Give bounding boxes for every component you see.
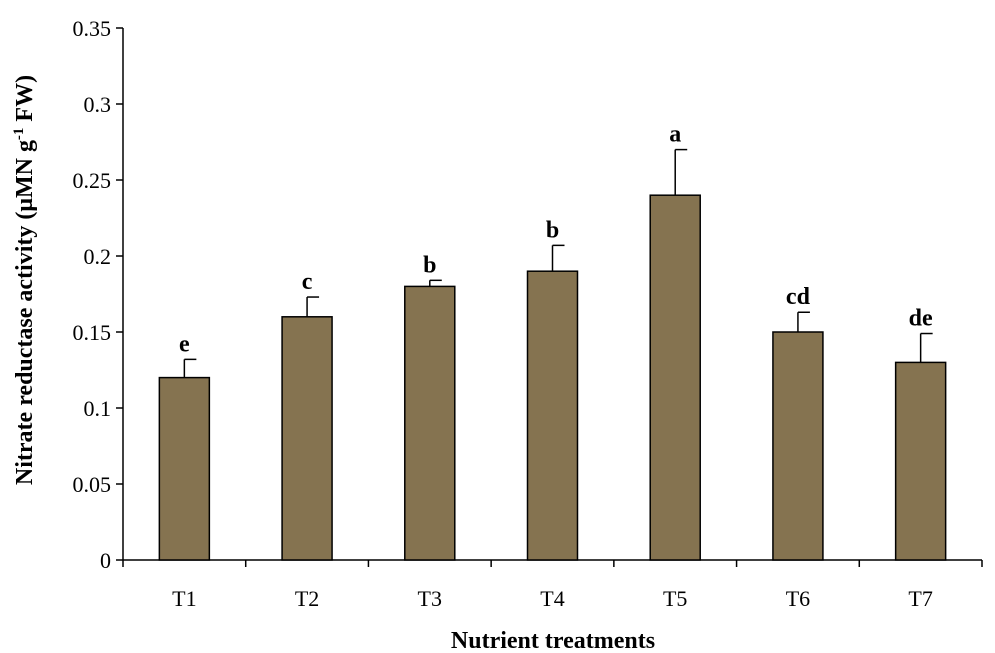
y-axis-title-tail: FW) xyxy=(12,75,38,128)
x-tick-label: T7 xyxy=(908,586,932,611)
bar-T2 xyxy=(281,316,333,561)
significance-label: b xyxy=(423,252,436,278)
x-tick-label: T5 xyxy=(663,586,687,611)
x-axis-title: Nutrient treatments xyxy=(451,628,655,653)
y-tick-label: 0.35 xyxy=(73,16,112,41)
x-tick-label: T2 xyxy=(295,586,319,611)
bar-T5 xyxy=(649,194,701,561)
x-tick-label: T4 xyxy=(540,586,564,611)
y-tick-label: 0.3 xyxy=(84,92,112,117)
bar-T3 xyxy=(404,285,456,561)
significance-label: b xyxy=(546,217,559,243)
significance-label: cd xyxy=(786,284,811,310)
y-axis-title: Nitrate reductase activity (μMN g-1 FW) xyxy=(11,75,38,485)
bar-T4 xyxy=(526,270,579,561)
y-axis-title-sup: -1 xyxy=(11,128,27,141)
y-axis-ticks: 0 0.05 0.1 0.15 0.2 0.25 0.3 0.35 xyxy=(73,16,123,573)
x-tick-label: T3 xyxy=(418,586,442,611)
significance-label: c xyxy=(302,269,313,295)
bar-T6 xyxy=(772,331,824,561)
significance-label: a xyxy=(669,122,681,148)
y-tick-label: 0.1 xyxy=(84,396,112,421)
y-axis-title-main: Nitrate reductase activity (μMN g xyxy=(12,140,38,485)
bar-T7 xyxy=(894,361,947,561)
x-tick-label: T1 xyxy=(172,586,196,611)
bar-T1 xyxy=(158,376,211,561)
y-tick-label: 0.25 xyxy=(73,168,112,193)
y-tick-label: 0.15 xyxy=(73,320,112,345)
bar-series: e T1 c T2 b T3 b T4 a T5 cd T6 de T7 xyxy=(158,122,947,611)
significance-label: de xyxy=(909,306,933,332)
significance-label: e xyxy=(179,331,190,357)
y-tick-label: 0 xyxy=(100,548,111,573)
y-tick-label: 0.2 xyxy=(84,244,112,269)
x-axis-ticks xyxy=(122,560,983,567)
x-tick-label: T6 xyxy=(786,586,810,611)
y-tick-label: 0.05 xyxy=(73,472,112,497)
